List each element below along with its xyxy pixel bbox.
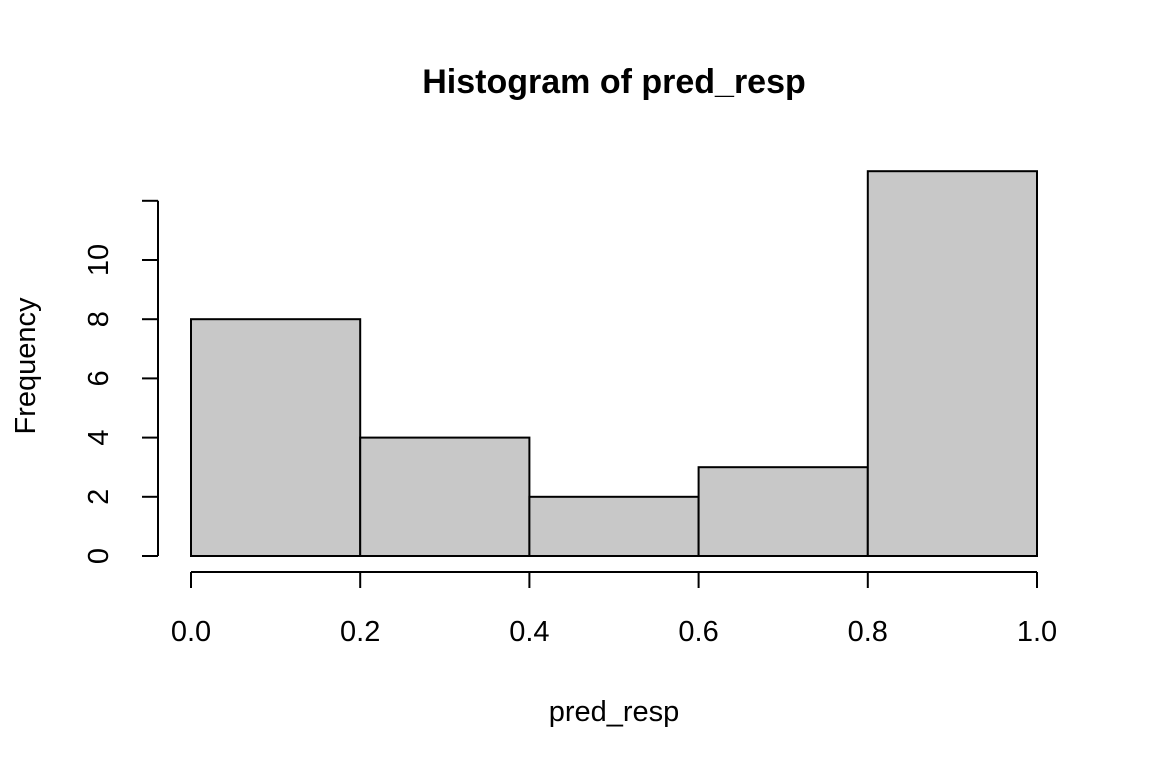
y-tick-label: 2 (83, 489, 115, 505)
x-tick-label: 0.4 (509, 616, 549, 648)
histogram-bar-0 (190, 318, 362, 558)
histogram-bar-1 (359, 436, 531, 558)
y-tick-label: 4 (83, 430, 115, 446)
y-axis: 0 2 4 6 8 10 (83, 199, 159, 564)
y-tick-label: 10 (83, 244, 115, 276)
histogram-bar-2 (528, 495, 700, 557)
x-tick-label: 0.8 (848, 616, 888, 648)
x-tick-label: 1.0 (1017, 616, 1057, 648)
x-axis: 0.0 0.2 0.4 0.6 0.8 1.0 (171, 571, 1057, 648)
y-tick-label: 6 (83, 370, 115, 386)
y-tick-label: 0 (83, 548, 115, 564)
y-axis-label: Frequency (10, 297, 42, 435)
x-tick-label: 0.2 (340, 616, 380, 648)
bars-group (190, 170, 1038, 558)
histogram-bar-3 (697, 466, 869, 558)
chart-title: Histogram of pred_resp (422, 63, 806, 101)
x-axis-label: pred_resp (549, 696, 680, 728)
x-tick-label: 0.0 (171, 616, 211, 648)
x-tick-label: 0.6 (678, 616, 718, 648)
histogram-bar-4 (866, 170, 1038, 557)
y-tick-label: 8 (83, 311, 115, 327)
